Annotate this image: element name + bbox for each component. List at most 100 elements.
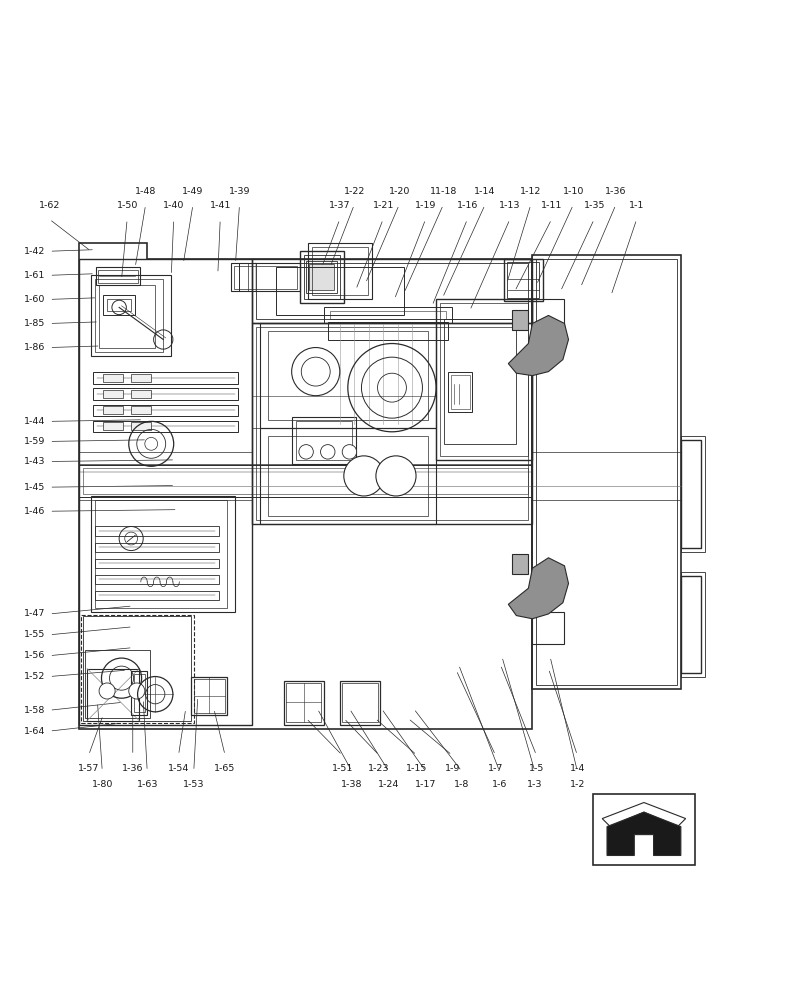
Text: 1-2: 1-2: [570, 780, 585, 789]
Text: 1-20: 1-20: [389, 187, 410, 196]
Bar: [444, 319, 516, 444]
Text: 1-12: 1-12: [520, 187, 541, 196]
Bar: [95, 526, 220, 536]
Text: 1-43: 1-43: [23, 457, 45, 466]
Bar: [91, 275, 171, 356]
Text: 1-53: 1-53: [183, 780, 204, 789]
Bar: [312, 247, 368, 295]
Bar: [340, 681, 380, 725]
Bar: [79, 259, 251, 725]
Bar: [94, 405, 238, 416]
Bar: [86, 650, 149, 718]
Bar: [267, 331, 428, 420]
Text: 1-86: 1-86: [24, 343, 45, 352]
Bar: [532, 612, 565, 644]
Text: 1-56: 1-56: [24, 651, 45, 660]
Text: 1-3: 1-3: [527, 780, 542, 789]
Text: 11-18: 11-18: [430, 187, 457, 196]
Bar: [276, 267, 404, 315]
Text: 1-11: 1-11: [541, 201, 562, 210]
Text: 1-35: 1-35: [583, 201, 605, 210]
Text: 1-8: 1-8: [454, 780, 469, 789]
Bar: [255, 327, 528, 520]
Bar: [504, 259, 543, 301]
Text: 1-24: 1-24: [378, 780, 399, 789]
Text: 1-40: 1-40: [163, 201, 184, 210]
Text: 1-64: 1-64: [24, 727, 45, 736]
Bar: [103, 422, 123, 430]
Bar: [131, 390, 151, 398]
Text: 1-80: 1-80: [91, 780, 113, 789]
Text: 1-49: 1-49: [183, 187, 204, 196]
Text: 1-55: 1-55: [24, 630, 45, 639]
Bar: [330, 311, 446, 319]
Text: 1-57: 1-57: [78, 764, 99, 773]
Bar: [94, 421, 238, 432]
Text: 1-85: 1-85: [24, 319, 45, 328]
Bar: [681, 576, 701, 673]
Bar: [87, 669, 139, 721]
Bar: [251, 259, 532, 323]
Bar: [95, 500, 228, 608]
Bar: [99, 270, 137, 283]
Bar: [99, 285, 155, 348]
Text: 1-17: 1-17: [415, 780, 436, 789]
Bar: [284, 681, 324, 725]
Polygon shape: [508, 558, 569, 619]
Circle shape: [343, 445, 356, 459]
Text: 1-4: 1-4: [570, 764, 585, 773]
Text: 1-51: 1-51: [331, 764, 353, 773]
Bar: [681, 440, 701, 548]
Bar: [681, 572, 705, 677]
Bar: [131, 671, 147, 715]
Text: 1-36: 1-36: [605, 187, 626, 196]
Bar: [300, 251, 344, 303]
Text: 1-39: 1-39: [229, 187, 250, 196]
Circle shape: [376, 456, 416, 496]
Text: 1-16: 1-16: [457, 201, 478, 210]
Text: 1-62: 1-62: [39, 201, 60, 210]
Bar: [451, 375, 469, 409]
Bar: [308, 243, 372, 299]
Text: 1-19: 1-19: [415, 201, 436, 210]
Text: 1-60: 1-60: [24, 295, 45, 304]
Text: 1-10: 1-10: [562, 187, 584, 196]
Bar: [255, 263, 528, 319]
Text: 1-48: 1-48: [135, 187, 156, 196]
Bar: [309, 264, 335, 290]
Circle shape: [344, 456, 384, 496]
Bar: [96, 267, 140, 285]
Bar: [343, 683, 377, 722]
Bar: [592, 794, 696, 865]
Bar: [91, 496, 235, 612]
Text: 1-14: 1-14: [474, 187, 496, 196]
Text: 1-54: 1-54: [168, 764, 189, 773]
Bar: [267, 436, 428, 516]
Text: 1-50: 1-50: [116, 201, 138, 210]
Bar: [448, 372, 472, 412]
Text: 1-5: 1-5: [528, 764, 544, 773]
Bar: [94, 372, 238, 384]
Bar: [296, 421, 351, 460]
Text: 1-37: 1-37: [329, 201, 351, 210]
Bar: [532, 299, 565, 331]
Bar: [306, 261, 337, 293]
Polygon shape: [508, 315, 569, 376]
Bar: [103, 374, 123, 382]
Bar: [512, 310, 528, 330]
Bar: [94, 388, 238, 400]
Bar: [79, 465, 532, 497]
Bar: [131, 406, 151, 414]
Text: 1-65: 1-65: [214, 764, 236, 773]
Text: 1-61: 1-61: [24, 271, 45, 280]
Bar: [328, 322, 448, 340]
Bar: [133, 674, 145, 712]
Text: 1-7: 1-7: [488, 764, 503, 773]
Text: 1-41: 1-41: [209, 201, 231, 210]
Bar: [95, 591, 220, 600]
Text: 1-52: 1-52: [24, 672, 45, 681]
Text: 1-13: 1-13: [499, 201, 520, 210]
Text: 1-15: 1-15: [406, 764, 427, 773]
Bar: [286, 683, 322, 722]
Text: 1-22: 1-22: [343, 187, 365, 196]
